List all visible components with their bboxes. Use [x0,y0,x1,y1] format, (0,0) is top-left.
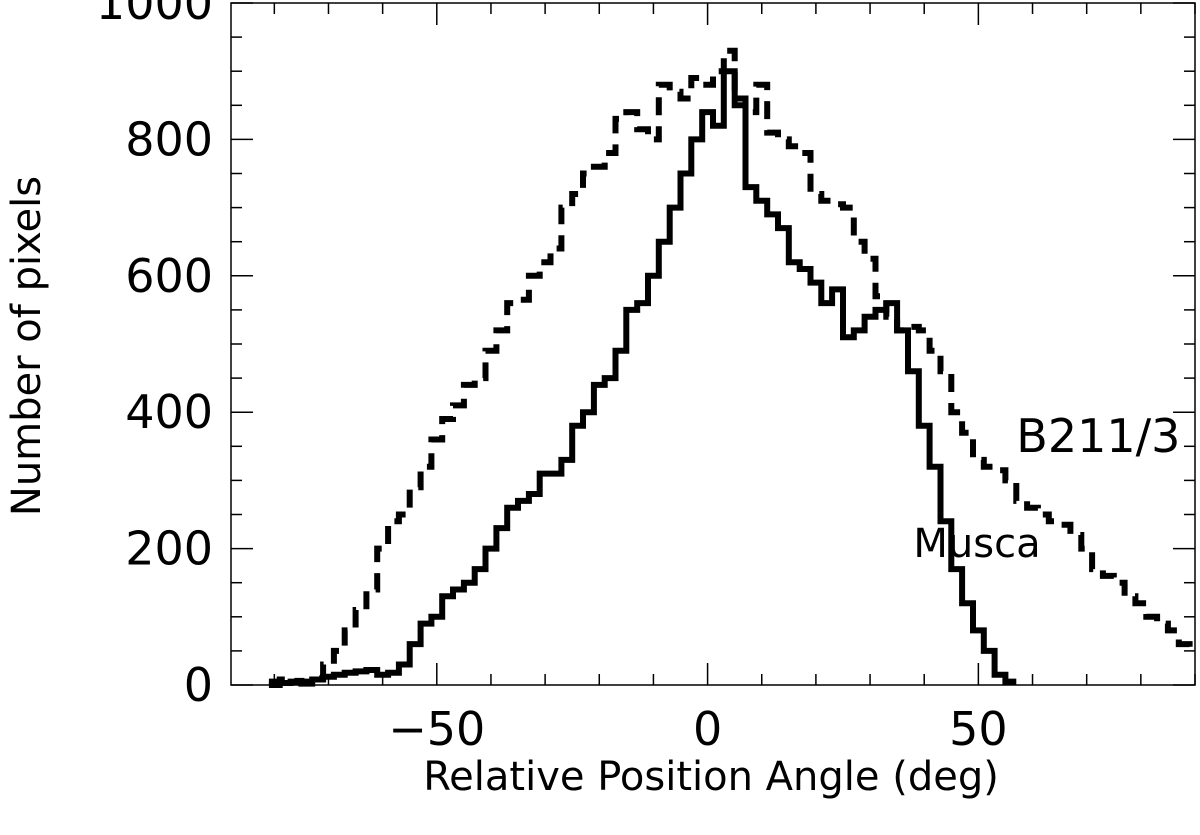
series-layer [268,47,1195,688]
series-b211-3 [268,47,1195,685]
y-tick-label: 200 [125,522,213,576]
x-axis-title: Relative Position Angle (deg) [423,754,999,800]
series-label-b211-3: B211/3 [1016,409,1180,463]
y-tick-label: 400 [125,385,213,439]
series-label-musca: Musca [913,521,1040,567]
y-tick-label: 1000 [96,0,213,30]
axes: −50 0 50 0 200 400 600 800 1000 [96,0,1196,756]
series-musca [268,68,1017,688]
y-tick-label: 0 [184,658,213,712]
y-tick-label: 600 [125,249,213,303]
y-tick-label: 800 [125,112,213,166]
annotation-layer: B211/3 Musca [913,409,1180,567]
x-tick-label: 50 [949,702,1008,756]
y-axis-title: Number of pixels [4,176,50,516]
x-tick-label: −50 [388,702,485,756]
x-tick-label: 0 [693,702,722,756]
